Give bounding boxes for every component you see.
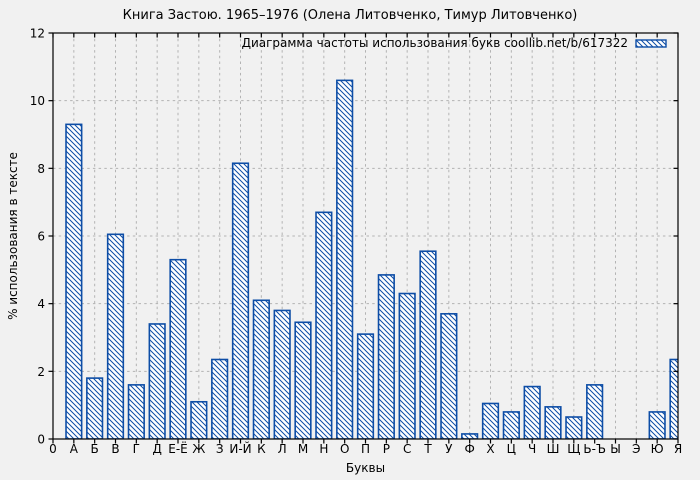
svg-text:О: О (340, 442, 349, 456)
y-axis-title: % использования в тексте (6, 152, 20, 320)
svg-text:Д: Д (152, 442, 161, 456)
bar-Р (377, 274, 395, 439)
svg-text:А: А (70, 442, 79, 456)
bars (65, 79, 678, 439)
bar-Л (273, 309, 291, 439)
bar-Т (419, 250, 437, 439)
bar-Ю (648, 411, 666, 439)
bar-М (294, 321, 312, 439)
x-tick-labels: 0 А Б В Г Д Е-Ё Ж З И-Й К Л М Н О П Р С Т У Ф Х Ц Ч Ш Щ Ь-Ъ Ы Э Ю Я (49, 441, 682, 456)
bar-Я (669, 358, 678, 439)
svg-text:Ж: Ж (192, 442, 205, 456)
bar-В (106, 233, 125, 439)
svg-text:П: П (361, 442, 370, 456)
svg-text:С: С (403, 442, 411, 456)
svg-text:Х: Х (486, 442, 494, 456)
svg-text:Т: Т (423, 442, 432, 456)
bar-О (336, 79, 354, 439)
svg-text:З: З (216, 442, 224, 456)
bar-Г (127, 384, 145, 439)
svg-text:Ч: Ч (528, 442, 536, 456)
svg-text:Ю: Ю (651, 442, 664, 456)
svg-text:4: 4 (37, 297, 45, 311)
svg-text:Я: Я (674, 442, 682, 456)
svg-text:12: 12 (30, 27, 45, 41)
svg-text:0: 0 (49, 442, 57, 456)
bar-С (398, 292, 416, 439)
bar-Ц (502, 411, 520, 439)
svg-text:2: 2 (37, 365, 45, 379)
svg-text:У: У (445, 442, 453, 456)
svg-text:И-Й: И-Й (229, 441, 251, 456)
svg-text:6: 6 (37, 230, 45, 244)
chart-title: Книга Застою. 1965–1976 (Олена Литовченк… (122, 8, 578, 23)
svg-text:Ы: Ы (610, 442, 621, 456)
bar-К (252, 299, 270, 439)
bar-И-Й (231, 162, 250, 439)
bar-Ш (544, 406, 562, 439)
y-tick-labels: 0 2 4 6 8 10 12 (30, 27, 45, 447)
svg-text:Ь-Ъ: Ь-Ъ (583, 442, 606, 456)
bar-А (65, 123, 83, 439)
bar-У (440, 313, 458, 439)
bar-Ф (461, 433, 479, 439)
bar-Ж (190, 400, 208, 439)
bar-П (356, 333, 375, 439)
bar-Щ (565, 416, 583, 439)
svg-text:Щ: Щ (567, 442, 580, 456)
bar-Д (148, 323, 166, 439)
x-axis-title: Буквы (345, 461, 386, 475)
svg-text:8: 8 (37, 162, 45, 176)
bar-Б (86, 377, 104, 439)
svg-text:Б: Б (91, 442, 99, 456)
svg-text:0: 0 (37, 433, 45, 447)
svg-text:Н: Н (319, 442, 328, 456)
tick-marks (48, 32, 679, 444)
svg-text:К: К (257, 442, 266, 456)
svg-text:Ц: Ц (507, 442, 516, 456)
svg-text:Ф: Ф (464, 442, 474, 456)
svg-text:Е-Ё: Е-Ё (168, 441, 188, 456)
svg-text:Г: Г (133, 442, 140, 456)
bar-З (211, 358, 229, 439)
svg-text:В: В (111, 442, 119, 456)
bar-Ч (523, 385, 541, 439)
svg-text:Ш: Ш (547, 442, 560, 456)
legend-label: Диаграмма частоты использования букв coo… (241, 36, 628, 50)
svg-text:М: М (298, 442, 308, 456)
svg-text:Э: Э (632, 442, 640, 456)
svg-text:Л: Л (278, 442, 287, 456)
legend-swatch-icon (635, 39, 667, 48)
svg-text:10: 10 (30, 94, 45, 108)
bar-Х (481, 402, 500, 439)
chart-legend: Диаграмма частоты использования букв coo… (242, 37, 667, 50)
bar-Ь-Ъ (586, 384, 604, 439)
svg-text:Р: Р (383, 442, 390, 456)
bar-Е-Ё (169, 258, 187, 439)
bar-Н (315, 211, 333, 439)
